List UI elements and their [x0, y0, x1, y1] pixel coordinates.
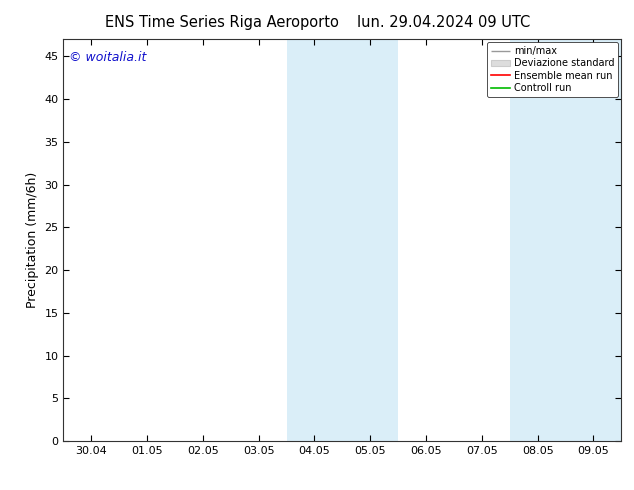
Text: © woitalia.it: © woitalia.it: [69, 51, 146, 64]
Text: lun. 29.04.2024 09 UTC: lun. 29.04.2024 09 UTC: [357, 15, 531, 30]
Y-axis label: Precipitation (mm/6h): Precipitation (mm/6h): [26, 172, 39, 308]
Bar: [287, 39, 398, 441]
Bar: [510, 39, 621, 441]
Text: ENS Time Series Riga Aeroporto: ENS Time Series Riga Aeroporto: [105, 15, 339, 30]
Legend: min/max, Deviazione standard, Ensemble mean run, Controll run: min/max, Deviazione standard, Ensemble m…: [487, 42, 618, 97]
